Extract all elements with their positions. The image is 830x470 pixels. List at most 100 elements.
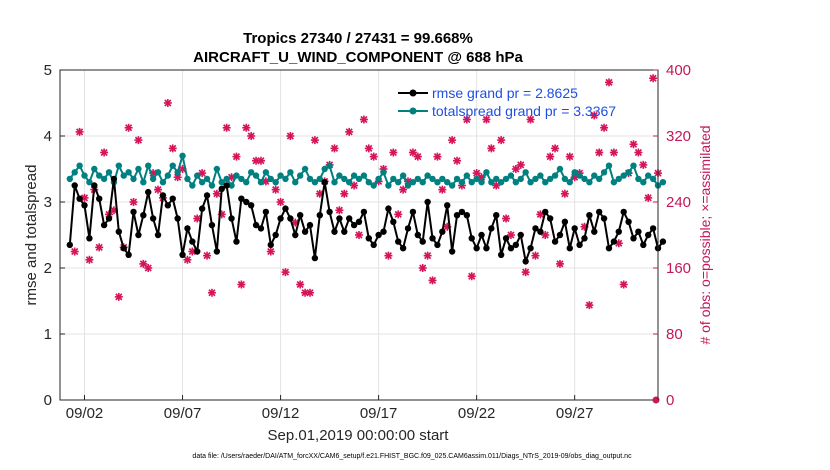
totalspread-point [91, 165, 98, 173]
rmse-point [419, 238, 426, 245]
rmse-point [316, 212, 323, 219]
totalspread-point [551, 172, 559, 179]
totalspread-point [262, 169, 270, 176]
totalspread-point [488, 179, 495, 186]
rmse-point [581, 235, 588, 242]
totalspread-point [81, 172, 88, 179]
totalspread-point [546, 175, 554, 183]
x-tick-label: 09/12 [262, 405, 300, 422]
rmse-point [277, 215, 284, 222]
rmse-point [189, 238, 196, 245]
obs-count-marker [345, 127, 354, 136]
rmse-point [262, 208, 270, 216]
rmse-point [659, 238, 667, 245]
totalspread-point [375, 175, 382, 183]
obs-count-marker [502, 214, 511, 223]
rmse-point [600, 215, 608, 222]
rmse-point [429, 235, 436, 242]
rmse-point [610, 238, 618, 245]
rmse-point [203, 192, 211, 199]
obs-count-marker [546, 152, 555, 161]
obs-count-marker [516, 160, 525, 169]
totalspread-point [556, 165, 564, 173]
obs-count-marker [649, 74, 658, 83]
totalspread-point [311, 179, 319, 186]
legend: rmse grand pr = 2.8625 totalspread grand… [398, 85, 616, 119]
rmse-point [71, 182, 78, 189]
totalspread-point [591, 172, 598, 179]
obs-count-marker [399, 185, 408, 194]
totalspread-point [86, 179, 93, 186]
totalspread-point [600, 169, 608, 176]
rmse-point [537, 228, 544, 235]
rmse-point [649, 225, 657, 232]
legend-spread-marker [409, 107, 417, 115]
rmse-point [409, 208, 417, 216]
x-tick-label: 09/27 [556, 405, 594, 422]
rmse-point [81, 202, 88, 209]
totalspread-point [341, 175, 348, 183]
x-tick-label: 09/07 [164, 405, 202, 422]
x-tick-label: 09/17 [360, 405, 398, 422]
totalspread-point [159, 179, 167, 186]
rmse-point [399, 245, 407, 252]
rmse-point [546, 215, 554, 222]
rmse-point [395, 238, 402, 245]
rmse-point [576, 241, 583, 249]
obs-count-marker [428, 276, 437, 285]
rmse-point [282, 205, 289, 212]
rmse-point [130, 208, 137, 216]
rmse-point [375, 231, 382, 239]
legend-rmse-label: rmse grand pr = 2.8625 [432, 85, 578, 101]
rmse-point [120, 245, 127, 252]
totalspread-point [595, 175, 603, 183]
totalspread-point [586, 179, 593, 186]
rmse-point [105, 215, 113, 222]
obs-count-marker [359, 115, 368, 124]
totalspread-point [615, 175, 622, 183]
totalspread-point [448, 182, 456, 189]
totalspread-point [184, 175, 191, 183]
rmse-point [326, 208, 333, 216]
obs-count-marker [551, 144, 560, 153]
rmse-point [86, 235, 93, 242]
totalspread-point [321, 165, 328, 173]
obs-count-marker [256, 156, 265, 165]
rmse-point [350, 221, 358, 229]
x-axis-ticks: 09/02 09/07 09/12 09/17 09/22 09/27 [66, 395, 594, 422]
totalspread-point [198, 179, 206, 186]
totalspread-point [66, 175, 74, 183]
rmse-point [605, 245, 613, 252]
obs-count-marker [555, 259, 564, 268]
totalspread-point [140, 179, 147, 186]
totalspread-point [404, 182, 412, 189]
rmse-point [380, 228, 387, 235]
totalspread-point [179, 152, 186, 159]
rmse-point [586, 212, 593, 219]
totalspread-point [478, 179, 485, 186]
totalspread-point [620, 172, 627, 179]
rmse-point [512, 241, 520, 249]
obs-count-marker [124, 123, 133, 132]
totalspread-point [316, 175, 323, 183]
totalspread-point [292, 179, 299, 186]
totalspread-point [649, 175, 657, 183]
obs-count-marker [369, 152, 378, 161]
obs-count-marker [531, 251, 540, 260]
obs-count-marker [600, 123, 609, 132]
totalspread-point [380, 169, 387, 176]
totalspread-point [561, 175, 569, 183]
rmse-point [385, 205, 392, 212]
rmse-point [444, 202, 451, 209]
obs-count-marker [198, 169, 207, 178]
rmse-point [551, 238, 559, 245]
obs-count-marker [595, 148, 604, 157]
rmse-point [635, 228, 642, 235]
totalspread-point [282, 175, 289, 183]
totalspread-point [365, 179, 373, 186]
obs-count-marker [154, 185, 163, 194]
totalspread-point [76, 162, 83, 169]
totalspread-point [507, 172, 515, 179]
totalspread-point [135, 165, 142, 173]
